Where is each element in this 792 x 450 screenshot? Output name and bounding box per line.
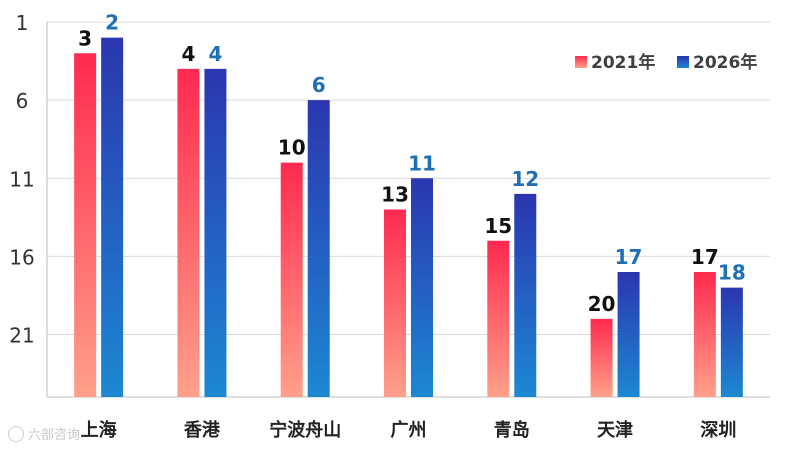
legend-label-2026: 2026年 (693, 52, 757, 73)
y-tick-label: 16 (9, 245, 34, 269)
bar-2026 (720, 287, 743, 397)
data-label-2021: 3 (78, 26, 92, 50)
bar-2026 (307, 100, 330, 397)
legend-swatch-2021 (575, 56, 587, 68)
x-tick-label: 深圳 (700, 419, 736, 441)
y-tick-label: 21 (9, 324, 34, 348)
watermark-text: 六部咨询 (28, 428, 81, 443)
x-tick-label: 上海 (81, 419, 117, 441)
bar-2026 (411, 178, 433, 397)
data-label-2021: 13 (381, 183, 409, 207)
data-label-2026: 18 (718, 261, 746, 285)
legend-swatch-2026 (677, 56, 689, 68)
bar-2026 (101, 37, 124, 397)
x-tick-label: 香港 (183, 420, 221, 441)
data-label-2026: 2 (105, 11, 119, 35)
y-tick-label: 11 (9, 167, 34, 191)
x-tick-label: 宁波舟山 (269, 419, 341, 441)
bar-2021 (177, 68, 200, 397)
bar-2026 (204, 68, 227, 397)
bar-2026 (514, 193, 537, 397)
bar-2021 (693, 272, 716, 397)
data-label-2021: 10 (278, 136, 306, 160)
y-tick-label: 6 (16, 89, 29, 113)
bar-2021 (384, 209, 406, 397)
x-tick-label: 青岛 (494, 419, 530, 441)
data-label-2021: 15 (484, 214, 512, 238)
y-tick-label: 1 (16, 11, 29, 35)
bar-2021 (280, 162, 303, 397)
data-label-2026: 4 (208, 42, 222, 66)
bar-2021 (590, 318, 613, 397)
data-label-2021: 20 (588, 292, 616, 316)
bar-2026 (617, 272, 640, 397)
data-label-2026: 12 (511, 167, 539, 191)
data-label-2026: 6 (312, 73, 326, 97)
bar-2021 (74, 53, 97, 397)
data-label-2021: 17 (691, 245, 719, 269)
x-tick-label: 广州 (391, 419, 427, 441)
watermark: 六部咨询 (8, 424, 80, 443)
watermark-logo-icon (8, 425, 24, 442)
bar-2021 (487, 240, 510, 397)
data-label-2026: 17 (615, 245, 643, 269)
data-label-2021: 4 (181, 42, 195, 66)
data-label-2026: 11 (408, 151, 436, 175)
x-tick-label: 天津 (597, 419, 633, 441)
legend-label-2021: 2021年 (591, 52, 655, 73)
